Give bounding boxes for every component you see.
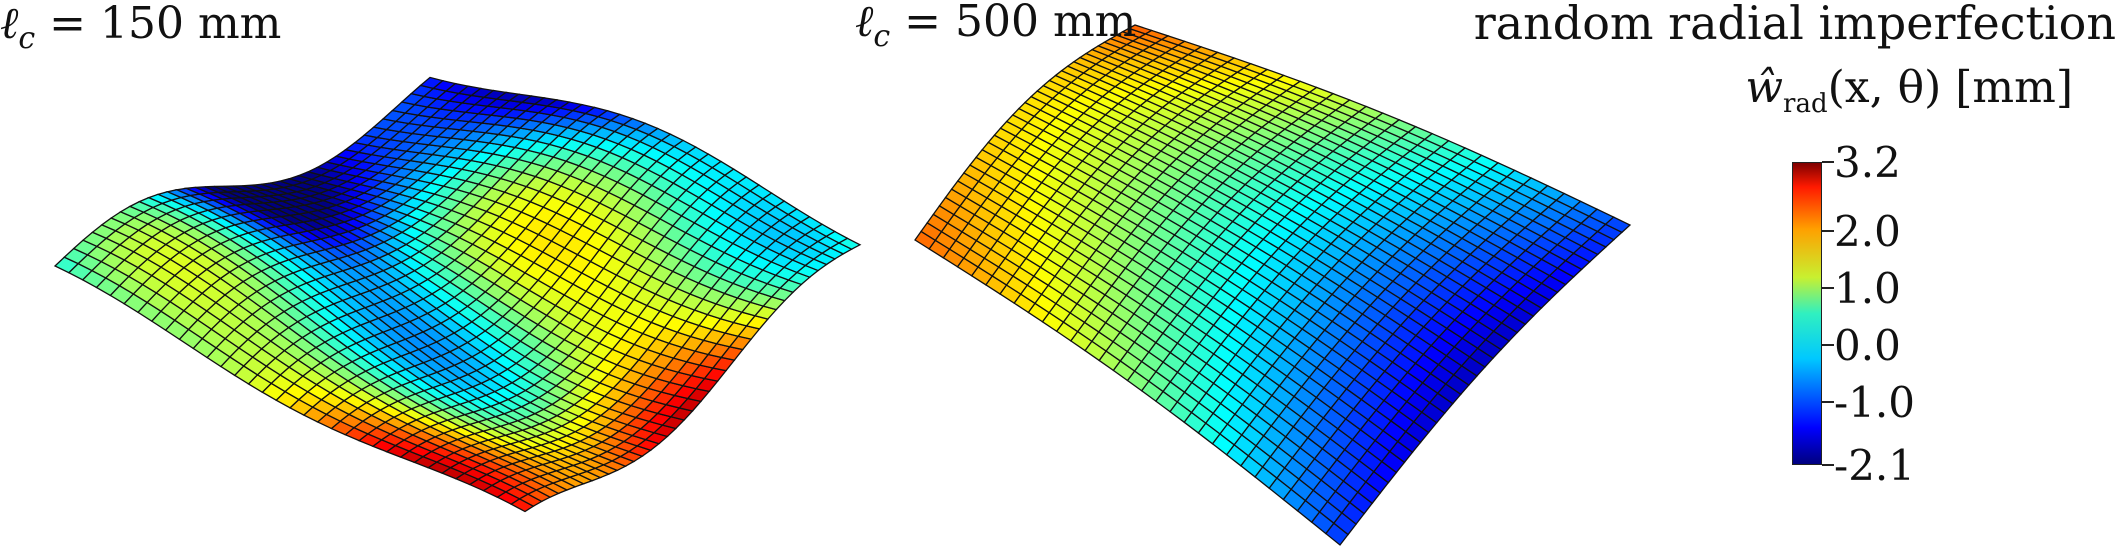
colorbar-tick [1822, 343, 1834, 346]
colorbar-tick [1822, 286, 1834, 289]
surface-cell [419, 76, 445, 90]
colorbar-tick [1822, 464, 1834, 466]
surface-left-lc150 [53, 76, 862, 513]
colorbar-tick [1822, 229, 1834, 232]
colorbar-tick-label: 0.0 [1834, 320, 1901, 370]
colorbar-tick-label: 2.0 [1834, 206, 1901, 256]
colorbar-tick-label: 1.0 [1834, 263, 1901, 313]
colorbar-tick-label: -1.0 [1834, 378, 1915, 428]
panel-label-lc500: ℓc = 500 mm [855, 0, 1137, 54]
colorbar-title: random radial imperfection [1473, 0, 2116, 50]
colorbar-quantity: ŵrad(x, θ) [mm] [1745, 62, 2073, 119]
colorbar-tick-label: 3.2 [1834, 138, 1901, 187]
colorbar [1792, 162, 1822, 465]
panel-label-lc150: ℓc = 150 mm [0, 0, 282, 56]
colorbar-tick [1822, 401, 1834, 404]
surface-right-lc500 [914, 24, 1632, 546]
colorbar-tick [1822, 161, 1834, 163]
surface-cell [1127, 24, 1154, 35]
colorbar-tick-label: -2.1 [1834, 441, 1915, 490]
